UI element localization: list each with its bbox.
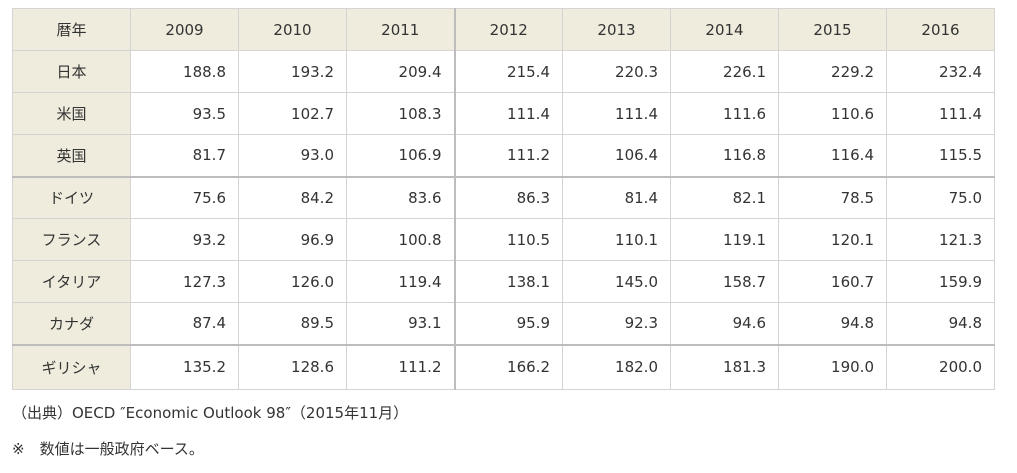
table-row: 英国 81.7 93.0 106.9 111.2 106.4 116.8 116.4 115.5: [12, 134, 995, 177]
row-label: 日本: [12, 50, 131, 93]
table-cell: 116.8: [670, 134, 779, 177]
table-row: イタリア 127.3 126.0 119.4 138.1 145.0 158.7 160.7 1…: [12, 260, 995, 303]
table-cell: 94.8: [886, 302, 995, 345]
table-cell: 86.3: [453, 175, 563, 219]
table-cell: 127.3: [130, 260, 239, 303]
table-cell: 106.9: [346, 134, 455, 177]
table-cell: 93.5: [130, 92, 239, 135]
table-cell: 229.2: [778, 50, 887, 93]
table-body: 暦年 2009 2010 2011 2012 2013 2014 2015 2016 日本 188.…: [12, 8, 995, 390]
table-cell: 102.7: [238, 92, 347, 135]
header-cell: 2009: [130, 8, 239, 51]
table-cell: 108.3: [346, 92, 455, 135]
table-cell: 93.2: [130, 218, 239, 261]
footnote: ※ 数値は一般政府ベース。: [12, 440, 204, 458]
table-cell: 82.1: [670, 175, 779, 219]
table-cell: 181.3: [670, 343, 779, 390]
table-cell: 115.5: [886, 134, 995, 177]
source-note: （出典）OECD ″Economic Outlook 98″（2015年11月）: [12, 404, 409, 422]
table-cell: 119.1: [670, 218, 779, 261]
table-cell: 111.2: [346, 343, 455, 390]
row-label: 米国: [12, 92, 131, 135]
header-cell: 2014: [670, 8, 779, 51]
table-cell: 116.4: [778, 134, 887, 177]
table-cell: 120.1: [778, 218, 887, 261]
table-cell: 182.0: [562, 343, 671, 390]
table-cell: 111.2: [453, 134, 563, 177]
table-cell: 75.6: [130, 175, 239, 219]
table-cell: 190.0: [778, 343, 887, 390]
table-cell: 100.8: [346, 218, 455, 261]
table-cell: 138.1: [453, 260, 563, 303]
table-cell: 89.5: [238, 302, 347, 345]
table-cell: 93.0: [238, 134, 347, 177]
row-label: ギリシャ: [12, 343, 131, 390]
table-cell: 110.5: [453, 218, 563, 261]
table-cell: 111.4: [886, 92, 995, 135]
table-cell: 95.9: [453, 302, 563, 345]
header-cell: 2015: [778, 8, 887, 51]
table-cell: 81.4: [562, 175, 671, 219]
table-cell: 94.6: [670, 302, 779, 345]
table-cell: 110.1: [562, 218, 671, 261]
table-cell: 96.9: [238, 218, 347, 261]
header-cell: 2011: [346, 8, 455, 51]
table-row: 米国 93.5 102.7 108.3 111.4 111.4 111.6 110.6 111.…: [12, 92, 995, 135]
table-cell: 75.0: [886, 175, 995, 219]
header-cell: 2013: [562, 8, 671, 51]
table-cell: 87.4: [130, 302, 239, 345]
row-label: 英国: [12, 134, 131, 177]
row-label: イタリア: [12, 260, 131, 303]
table-cell: 93.1: [346, 302, 455, 345]
table-cell: 111.4: [562, 92, 671, 135]
table-cell: 92.3: [562, 302, 671, 345]
table-cell: 158.7: [670, 260, 779, 303]
table-cell: 188.8: [130, 50, 239, 93]
table-cell: 83.6: [346, 175, 455, 219]
table-cell: 94.8: [778, 302, 887, 345]
table-cell: 110.6: [778, 92, 887, 135]
table-cell: 160.7: [778, 260, 887, 303]
table-row: ギリシャ 135.2 128.6 111.2 166.2 182.0 181.3 190.0 2…: [12, 343, 995, 390]
table-cell: 166.2: [453, 343, 563, 390]
header-row: 暦年 2009 2010 2011 2012 2013 2014 2015 2016: [12, 8, 995, 51]
table-cell: 78.5: [778, 175, 887, 219]
table-cell: 159.9: [886, 260, 995, 303]
table-cell: 209.4: [346, 50, 455, 93]
table-row: 日本 188.8 193.2 209.4 215.4 220.3 226.1 229.2 232…: [12, 50, 995, 93]
table-cell: 106.4: [562, 134, 671, 177]
header-cell: 2010: [238, 8, 347, 51]
table-cell: 121.3: [886, 218, 995, 261]
table-cell: 145.0: [562, 260, 671, 303]
data-table: 暦年 2009 2010 2011 2012 2013 2014 2015 2016 日本 188.…: [12, 8, 995, 390]
table-cell: 193.2: [238, 50, 347, 93]
table-row: フランス 93.2 96.9 100.8 110.5 110.1 119.1 120.1 121…: [12, 218, 995, 261]
table-row: ドイツ 75.6 84.2 83.6 86.3 81.4 82.1 78.5 75.0: [12, 175, 995, 219]
row-label: ドイツ: [12, 175, 131, 219]
header-cell: 2012: [453, 8, 563, 51]
table-cell: 111.6: [670, 92, 779, 135]
table-cell: 81.7: [130, 134, 239, 177]
table-cell: 220.3: [562, 50, 671, 93]
table-cell: 84.2: [238, 175, 347, 219]
table-row: カナダ 87.4 89.5 93.1 95.9 92.3 94.6 94.8 94.8: [12, 302, 995, 345]
table-cell: 232.4: [886, 50, 995, 93]
table-cell: 119.4: [346, 260, 455, 303]
row-label: フランス: [12, 218, 131, 261]
table-cell: 200.0: [886, 343, 995, 390]
table-cell: 226.1: [670, 50, 779, 93]
table-cell: 126.0: [238, 260, 347, 303]
table-cell: 128.6: [238, 343, 347, 390]
table-cell: 215.4: [453, 50, 563, 93]
header-corner: 暦年: [12, 8, 131, 51]
table-cell: 111.4: [453, 92, 563, 135]
header-cell: 2016: [886, 8, 995, 51]
row-label: カナダ: [12, 302, 131, 345]
table-cell: 135.2: [130, 343, 239, 390]
